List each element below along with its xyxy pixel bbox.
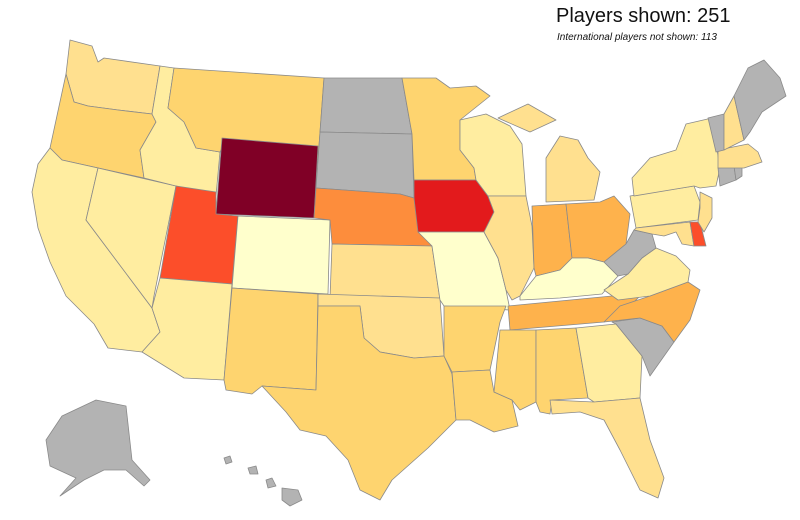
players-shown-label: Players shown: 251 xyxy=(556,5,731,27)
state-delaware[interactable] xyxy=(689,221,707,247)
state-colorado[interactable] xyxy=(231,215,331,295)
state-north-dakota[interactable] xyxy=(319,77,413,135)
state-florida[interactable] xyxy=(549,397,665,499)
state-new-jersey[interactable] xyxy=(697,191,713,233)
state-kansas[interactable] xyxy=(329,243,441,301)
state-new-york[interactable] xyxy=(631,117,721,197)
state-louisiana[interactable] xyxy=(451,369,519,433)
state-alaska[interactable] xyxy=(45,399,151,497)
state-maine[interactable] xyxy=(733,59,787,141)
state-massachusetts[interactable] xyxy=(717,143,763,169)
state-new-mexico[interactable] xyxy=(223,287,319,395)
state-texas[interactable] xyxy=(261,305,457,501)
state-michigan[interactable] xyxy=(497,103,601,203)
state-south-dakota[interactable] xyxy=(315,131,415,199)
header: Players shown: 251 International players… xyxy=(556,2,731,43)
state-washington[interactable] xyxy=(65,39,161,115)
state-wyoming[interactable] xyxy=(215,137,319,219)
state-connecticut[interactable] xyxy=(717,165,737,187)
international-note: International players not shown: 113 xyxy=(557,32,717,43)
state-hawaii[interactable] xyxy=(223,455,303,507)
state-illinois[interactable] xyxy=(483,195,535,301)
state-west-virginia[interactable] xyxy=(603,229,657,277)
state-north-carolina[interactable] xyxy=(603,281,701,343)
